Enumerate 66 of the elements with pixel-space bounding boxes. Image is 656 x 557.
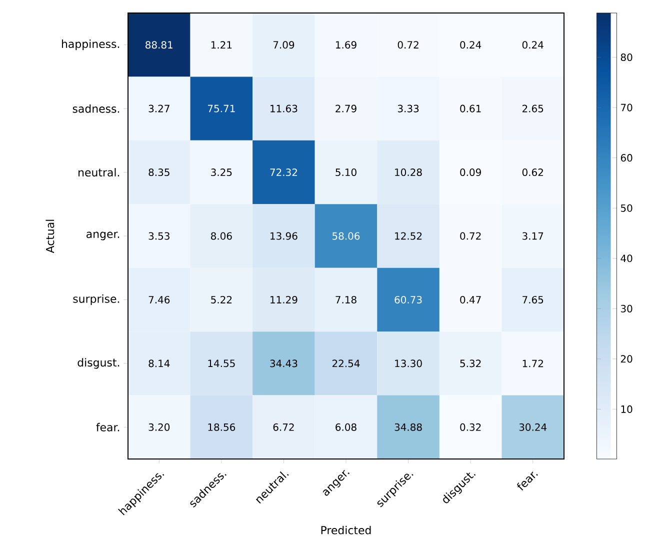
y-tick-label: sadness. [72,104,120,113]
data-label: 58.06 [332,232,360,240]
data-label: 2.79 [336,104,356,112]
data-label: 22.54 [332,360,360,368]
data-label: 7.09 [273,41,294,49]
data-label: 6.08 [336,423,356,431]
data-label: 13.30 [395,360,422,368]
data-label: 34.43 [270,360,298,368]
data-label: 11.63 [270,104,298,112]
data-label: 0.61 [460,104,481,112]
data-label: 0.62 [522,168,543,176]
data-label: 0.24 [522,41,544,49]
color-bar-label: 40 [620,254,632,262]
data-label: 1.21 [211,41,232,49]
data-label: 34.88 [394,423,422,431]
color-bar-label: 60 [620,154,632,162]
data-label: 0.24 [460,41,482,49]
y-tick-label: neutral. [78,168,120,177]
data-label: 88.81 [146,41,172,49]
y-tick-label: happiness. [62,40,120,50]
data-label: 1.69 [336,41,356,49]
data-label: 10.28 [395,168,422,176]
data-label: 5.32 [460,360,481,368]
data-label: 6.72 [273,423,294,431]
data-label: 0.72 [398,41,418,49]
y-tick-label: anger. [86,232,120,240]
data-label: 3.27 [148,104,170,112]
color-bar-label: 10 [621,405,632,413]
data-label: 3.33 [398,104,419,112]
data-label: 7.18 [336,296,356,304]
data-label: 3.53 [148,232,170,240]
data-label: 8.06 [211,232,232,240]
data-label: 7.65 [522,296,544,304]
data-label: 14.55 [208,360,235,368]
y-tick-label: surprise. [73,294,120,306]
data-label: 0.32 [460,423,481,431]
data-label: 1.72 [522,360,543,368]
data-label: 30.24 [519,423,547,431]
data-label: 3.20 [148,423,170,431]
y-axis-title: Actual [46,220,54,254]
y-tick-label: disgust. [78,358,120,369]
data-label: 2.65 [522,104,544,112]
data-label: 12.52 [395,232,422,240]
color-bar-label: 70 [621,104,632,112]
data-label: 0.09 [460,168,481,176]
data-label: 0.72 [460,232,481,240]
y-tick-label: fear. [96,422,120,432]
data-label: 18.56 [208,423,236,431]
data-label: 8.35 [148,168,170,176]
color-bar-label: 50 [620,204,632,212]
data-label: 13.96 [270,232,298,240]
color-bar-label: 30 [620,304,632,312]
data-label: 5.10 [336,168,356,176]
color-bar-label: 20 [620,355,632,363]
data-label: 75.71 [208,104,235,112]
data-label: 3.25 [211,168,232,176]
data-label: 60.73 [394,296,422,304]
data-label: 8.14 [148,360,170,368]
data-label: 72.32 [270,168,297,176]
x-axis-title: Predicted [321,526,371,534]
color-bar-label: 80 [620,54,632,62]
data-label: 0.47 [460,296,481,304]
data-label: 5.22 [211,296,232,304]
data-label: 11.29 [270,296,298,304]
data-label: 3.17 [522,232,544,240]
data-label: 7.46 [148,296,170,304]
